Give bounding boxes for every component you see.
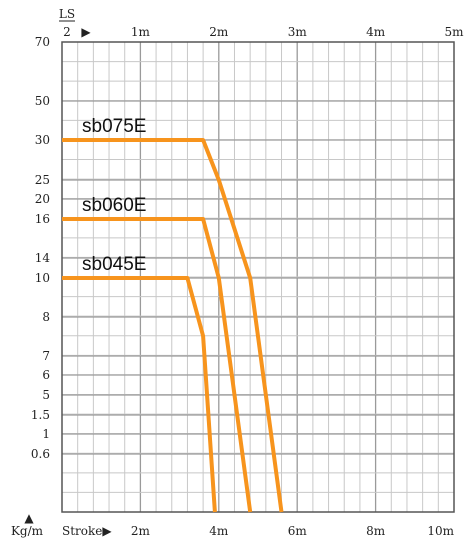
top-tick-label: 3m — [288, 25, 308, 39]
bottom-tick-label: 10m — [427, 524, 454, 538]
y-tick-label: 70 — [35, 35, 50, 49]
y-tick-label: 16 — [35, 212, 50, 226]
y-tick-label: 20 — [35, 192, 50, 206]
bottom-tick-label: 2m — [131, 524, 151, 538]
y-tick-label: 25 — [35, 173, 50, 187]
series-label-sb060E: sb060E — [82, 195, 146, 216]
y-axis-unit-arrow-icon: ▲ — [24, 511, 34, 525]
y-tick-label: 6 — [42, 368, 50, 382]
bottom-tick-label: 6m — [288, 524, 308, 538]
y-tick-label: 10 — [35, 271, 50, 285]
top-axis-caption-numerator: LS — [59, 7, 75, 21]
bottom-axis-caption: Stroke▶ — [62, 524, 112, 538]
y-tick-label: 5 — [42, 388, 50, 402]
y-tick-label: 1.5 — [31, 408, 50, 422]
y-axis-unit-caption: Kg/m — [11, 524, 44, 538]
y-tick-label: 30 — [35, 133, 50, 147]
labels-layer: 70 50 30 25 20 16 14 10 8 7 6 5 1.5 1 0.6 1m 2m 3m 4m 5m 2m 4… — [31, 25, 464, 538]
y-tick-label: 8 — [42, 310, 50, 324]
y-tick-label: 1 — [42, 427, 50, 441]
y-tick-label: 50 — [35, 94, 50, 108]
y-tick-label: 0.6 — [31, 447, 50, 461]
series-label-sb045E: sb045E — [82, 254, 146, 275]
y-tick-label: 7 — [42, 349, 50, 363]
top-axis-caption-denominator: 2 — [63, 25, 71, 39]
top-tick-label: 1m — [131, 25, 151, 39]
top-tick-label: 2m — [209, 25, 229, 39]
bottom-tick-label: 4m — [209, 524, 229, 538]
top-tick-label: 5m — [444, 25, 464, 39]
bottom-tick-label: 8m — [366, 524, 386, 538]
series-label-sb075E: sb075E — [82, 116, 146, 137]
top-tick-label: 4m — [366, 25, 386, 39]
top-axis-caption-arrow: ▶ — [81, 25, 91, 39]
y-tick-label: 14 — [35, 251, 51, 265]
